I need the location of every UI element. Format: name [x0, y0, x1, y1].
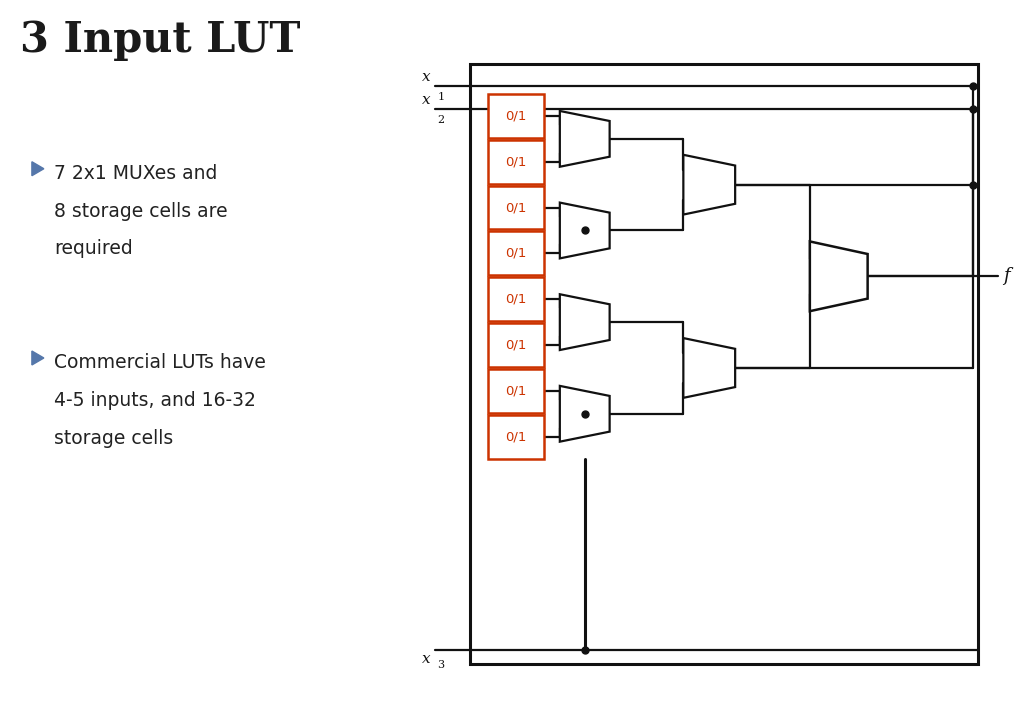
- Text: 0/1: 0/1: [505, 247, 527, 260]
- Text: 7 2x1 MUXes and: 7 2x1 MUXes and: [54, 164, 217, 183]
- Text: 3: 3: [437, 660, 444, 670]
- Bar: [489, 369, 544, 413]
- Text: 0/1: 0/1: [505, 430, 527, 443]
- Text: x: x: [421, 93, 431, 107]
- Bar: [470, 64, 978, 664]
- Text: 4-5 inputs, and 16-32: 4-5 inputs, and 16-32: [54, 391, 256, 410]
- Polygon shape: [560, 202, 609, 258]
- Text: 0/1: 0/1: [505, 109, 527, 123]
- Text: required: required: [54, 240, 132, 258]
- Text: 2: 2: [437, 115, 444, 125]
- Text: 8 storage cells are: 8 storage cells are: [54, 202, 227, 220]
- Text: 0/1: 0/1: [505, 201, 527, 214]
- Polygon shape: [560, 294, 609, 350]
- Polygon shape: [32, 162, 43, 175]
- Polygon shape: [560, 111, 609, 167]
- Polygon shape: [560, 386, 609, 441]
- Polygon shape: [810, 242, 868, 311]
- Text: 0/1: 0/1: [505, 155, 527, 168]
- Bar: [489, 140, 544, 184]
- Bar: [489, 232, 544, 275]
- Bar: [489, 94, 544, 138]
- Text: storage cells: storage cells: [54, 429, 174, 448]
- Text: Commercial LUTs have: Commercial LUTs have: [54, 353, 265, 372]
- Bar: [489, 323, 544, 367]
- Text: 3 Input LUT: 3 Input LUT: [20, 19, 301, 61]
- Text: f: f: [1003, 267, 1009, 285]
- Text: 0/1: 0/1: [505, 384, 527, 397]
- Bar: [489, 185, 544, 230]
- Text: x: x: [421, 652, 431, 666]
- Text: x: x: [421, 70, 431, 84]
- Text: 0/1: 0/1: [505, 339, 527, 352]
- Polygon shape: [684, 338, 735, 398]
- Polygon shape: [32, 351, 43, 365]
- Bar: [489, 277, 544, 321]
- Polygon shape: [684, 155, 735, 215]
- Bar: [489, 415, 544, 458]
- Text: 1: 1: [437, 92, 444, 102]
- Text: 0/1: 0/1: [505, 293, 527, 306]
